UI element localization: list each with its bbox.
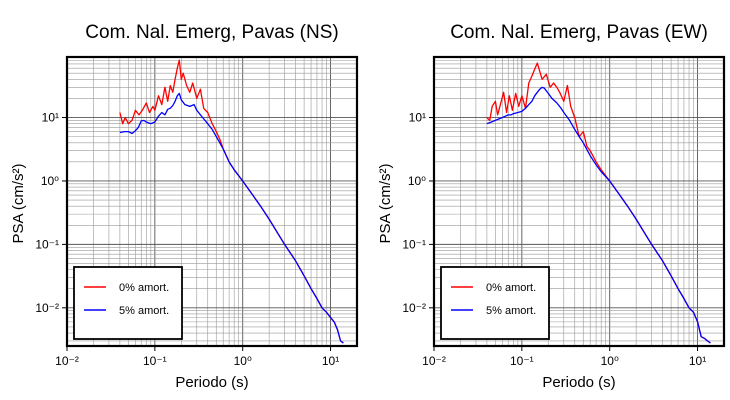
y-tick-label: 10⁰ <box>408 174 426 188</box>
y-tick-label: 10⁻¹ <box>402 237 426 251</box>
y-tick-label: 10⁰ <box>41 174 59 188</box>
x-axis-label: Periodo (s) <box>542 374 615 391</box>
x-tick-label: 10⁻² <box>422 354 446 368</box>
chart-title: Com. Nal. Emerg, Pavas (EW) <box>450 22 708 43</box>
legend-label-0: 0% amort. <box>486 282 536 294</box>
x-tick-label: 10¹ <box>322 354 339 368</box>
plot-frame <box>65 55 359 348</box>
y-tick-label: 10¹ <box>409 111 426 125</box>
y-axis-label: PSA (cm/s²) <box>377 163 394 243</box>
x-tick-label: 10⁰ <box>234 354 252 368</box>
y-tick-label: 10⁻¹ <box>35 237 59 251</box>
x-tick-label: 10⁻² <box>55 354 79 368</box>
y-tick-label: 10⁻² <box>402 301 426 315</box>
legend: 0% amort. 5% amort. <box>440 266 550 340</box>
x-tick-label: 10¹ <box>689 354 706 368</box>
legend-label-0: 0% amort. <box>119 282 169 294</box>
legend-label-1: 5% amort. <box>486 305 536 317</box>
x-tick-label: 10⁻¹ <box>510 354 534 368</box>
x-axis-label: Periodo (s) <box>175 374 248 391</box>
y-tick-label: 10¹ <box>42 111 59 125</box>
x-tick-label: 10⁻¹ <box>143 354 167 368</box>
series-line-1 <box>119 92 344 344</box>
legend-box <box>440 266 550 340</box>
y-tick-label: 10⁻² <box>35 301 59 315</box>
legend: 0% amort. 5% amort. <box>73 266 183 340</box>
x-tick-label: 10⁰ <box>601 354 619 368</box>
legend-label-1: 5% amort. <box>119 305 169 317</box>
legend-box <box>73 266 183 340</box>
chart-panel-0: 10⁻² 10⁻¹ 10⁰ 10¹ 10¹ 10⁰ 10⁻¹ 10⁻² Com. Nal. Em… <box>10 22 359 391</box>
chart-title: Com. Nal. Emerg, Pavas (NS) <box>85 22 338 43</box>
y-axis-label: PSA (cm/s²) <box>10 163 27 243</box>
series-line-1 <box>486 86 711 344</box>
plot-frame <box>432 55 726 348</box>
chart-panel-1: 10⁻² 10⁻¹ 10⁰ 10¹ 10¹ 10⁰ 10⁻¹ 10⁻² Com. Nal. Em… <box>377 22 726 391</box>
